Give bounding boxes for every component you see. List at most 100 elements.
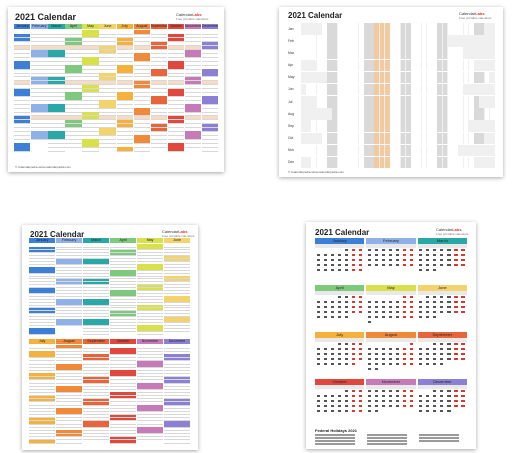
day-row bbox=[31, 96, 48, 101]
day-row bbox=[56, 244, 83, 248]
month-label: Apr bbox=[288, 63, 294, 67]
day-cell bbox=[411, 83, 416, 96]
day-cell bbox=[327, 47, 333, 59]
day-number bbox=[381, 306, 386, 309]
day-cell bbox=[374, 71, 380, 84]
calendar-thumbnail-portrait-halfyear[interactable]: 2021 Calendar CalendarLabs Free printable… bbox=[22, 225, 198, 450]
day-row bbox=[150, 135, 168, 140]
day-row bbox=[110, 364, 137, 368]
day-cell bbox=[390, 144, 395, 157]
day-number bbox=[388, 264, 393, 267]
day-number bbox=[388, 311, 393, 314]
day-row bbox=[110, 285, 137, 289]
day-cell bbox=[400, 144, 406, 157]
day-row bbox=[164, 408, 191, 412]
day-cell bbox=[337, 35, 343, 47]
day-cell bbox=[453, 96, 458, 108]
day-row bbox=[65, 96, 82, 101]
day-cell bbox=[437, 59, 443, 72]
calendar-grid-first-half: January February March April May June bbox=[29, 238, 191, 335]
day-number bbox=[403, 348, 407, 351]
day-cell bbox=[369, 35, 374, 47]
day-number bbox=[433, 343, 437, 346]
day-row bbox=[56, 273, 83, 277]
day-number bbox=[323, 316, 327, 319]
calendar-thumbnail-portrait-minimonths[interactable]: 2021 Calendar CalendarLabs Free printable… bbox=[306, 222, 476, 449]
holiday-entry bbox=[367, 443, 407, 445]
day-row bbox=[116, 50, 133, 54]
day-row bbox=[83, 434, 110, 438]
day-row bbox=[65, 108, 82, 113]
day-cell bbox=[369, 71, 374, 84]
holiday-entry bbox=[419, 440, 459, 442]
month-header: June bbox=[99, 24, 116, 29]
day-row bbox=[83, 308, 110, 312]
mini-month: November bbox=[366, 379, 416, 424]
day-number bbox=[367, 254, 372, 257]
day-number bbox=[447, 311, 451, 314]
day-row bbox=[29, 386, 56, 390]
day-number bbox=[358, 353, 362, 356]
day-row bbox=[110, 439, 137, 444]
day-number bbox=[419, 395, 423, 398]
month-header: February bbox=[56, 238, 83, 243]
holiday-entry bbox=[419, 434, 459, 436]
month-column: July bbox=[116, 24, 133, 164]
day-row bbox=[110, 276, 137, 280]
calendar-thumbnail-landscape-columns[interactable]: 2021 Calendar CalendarLabs Free printable… bbox=[8, 7, 224, 172]
day-cell bbox=[311, 144, 317, 157]
day-number bbox=[433, 405, 437, 408]
day-cell bbox=[353, 96, 359, 108]
day-row bbox=[48, 124, 65, 129]
day-cell bbox=[437, 83, 443, 96]
day-row bbox=[164, 405, 191, 409]
day-cell bbox=[442, 132, 448, 145]
day-row bbox=[110, 261, 137, 265]
day-number bbox=[344, 400, 348, 403]
day-cell bbox=[400, 35, 406, 47]
month-header: October bbox=[110, 339, 137, 344]
day-number bbox=[396, 311, 400, 314]
day-row bbox=[164, 348, 191, 352]
day-cell bbox=[463, 108, 469, 120]
day-row bbox=[164, 389, 191, 393]
day-number bbox=[396, 363, 400, 366]
day-number bbox=[316, 395, 320, 398]
calendar-thumbnail-landscape-rows[interactable]: 2021 Calendar CalendarLabs Free printable… bbox=[279, 7, 503, 177]
day-row bbox=[164, 288, 191, 292]
day-number bbox=[344, 395, 348, 398]
day-row bbox=[14, 80, 31, 86]
month-header: May bbox=[137, 238, 164, 243]
day-row bbox=[83, 302, 110, 306]
day-number bbox=[367, 321, 372, 324]
day-row bbox=[110, 299, 137, 303]
day-cell bbox=[342, 144, 348, 157]
day-row bbox=[167, 45, 185, 51]
day-cell bbox=[321, 120, 327, 132]
day-cell bbox=[416, 144, 422, 157]
month-column: May bbox=[137, 238, 164, 335]
day-cell bbox=[390, 47, 395, 59]
day-number bbox=[367, 405, 372, 408]
day-row bbox=[201, 45, 219, 51]
day-row bbox=[133, 139, 151, 144]
day-row bbox=[137, 348, 164, 352]
day-cell bbox=[379, 96, 385, 108]
day-cell bbox=[437, 23, 443, 35]
day-row bbox=[99, 92, 116, 97]
day-cell bbox=[400, 83, 406, 96]
day-number bbox=[403, 395, 407, 398]
day-row bbox=[29, 364, 56, 368]
day-number bbox=[426, 296, 430, 299]
day-number bbox=[358, 358, 362, 361]
day-row bbox=[56, 437, 83, 441]
day-cell bbox=[374, 59, 380, 72]
day-row bbox=[137, 389, 164, 393]
day-number bbox=[433, 400, 437, 403]
day-number bbox=[323, 311, 327, 314]
day-row bbox=[137, 386, 164, 390]
day-row bbox=[14, 45, 31, 51]
day-number bbox=[454, 296, 458, 299]
brand-logo: CalendarLabs Free printable calendars bbox=[436, 227, 469, 237]
day-number bbox=[410, 301, 414, 304]
